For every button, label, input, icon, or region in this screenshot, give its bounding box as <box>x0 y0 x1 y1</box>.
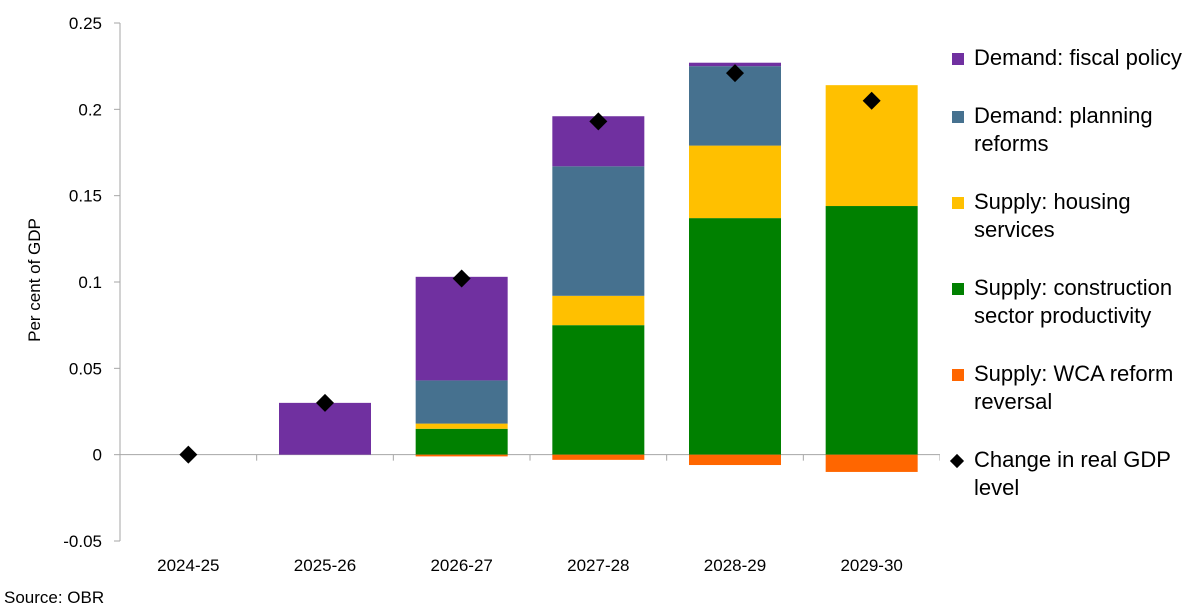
bar-segment <box>415 276 508 381</box>
x-tick-label: 2028-29 <box>704 556 766 575</box>
gdp-change-marker <box>316 393 334 412</box>
legend-diamond-marker-icon <box>949 453 965 469</box>
bar-segment <box>415 428 508 455</box>
x-tick-label: 2026-27 <box>430 556 492 575</box>
y-tick-label: 0.15 <box>69 187 102 206</box>
bar-segment <box>552 295 645 326</box>
gdp-change-marker <box>452 269 471 288</box>
legend-label: Change in real GDP level <box>974 447 1171 500</box>
legend-label: Demand: fiscal policy <box>974 45 1182 70</box>
chart-axes: -0.05 0 0.05 0.1 0.15 0.2 0.25 2024-25 2025-26 20… <box>63 14 940 575</box>
x-tick-label: 2027-28 <box>567 556 629 575</box>
x-tick-label: 2025-26 <box>294 556 356 575</box>
legend-label: Supply: housing services <box>974 189 1131 242</box>
gdp-marker-group <box>179 64 881 464</box>
legend-swatch-fiscal-policy <box>952 53 964 65</box>
legend-label: Demand: planning reforms <box>974 103 1153 156</box>
bar-segment <box>552 454 645 460</box>
legend-item-planning-reforms: Demand: planning reforms <box>948 102 1200 158</box>
bar-segment <box>825 454 918 472</box>
legend-item-fiscal-policy: Demand: fiscal policy <box>948 44 1200 72</box>
legend-swatch-planning-reforms <box>952 111 964 123</box>
bar-segment <box>825 206 918 455</box>
gdp-change-marker <box>589 112 608 131</box>
x-tick-label: 2029-30 <box>840 556 902 575</box>
bar-series-group <box>279 62 918 472</box>
legend-label: Supply: construction sector productivity <box>974 275 1173 328</box>
legend-item-gdp-change: Change in real GDP level <box>948 446 1200 502</box>
bar-segment <box>689 145 781 219</box>
y-tick-label: 0.1 <box>78 273 102 292</box>
legend-swatch-wca-reform <box>952 369 964 381</box>
legend-item-housing-services: Supply: housing services <box>948 188 1200 244</box>
bar-segment <box>415 454 508 457</box>
source-note: Source: OBR <box>4 588 105 607</box>
bar-segment <box>689 454 781 466</box>
chart-legend: Demand: fiscal policy Demand: planning r… <box>948 44 1200 532</box>
legend-item-wca-reform: Supply: WCA reform reversal <box>948 360 1200 416</box>
y-tick-label: 0.05 <box>69 359 102 378</box>
x-tick-label: 2024-25 <box>157 556 219 575</box>
bar-segment <box>415 423 508 429</box>
y-tick-label: 0.25 <box>69 14 102 33</box>
gdp-change-marker <box>862 91 881 110</box>
y-tick-label: 0 <box>93 446 102 465</box>
legend-item-construction-productivity: Supply: construction sector productivity <box>948 274 1200 330</box>
bar-segment <box>415 380 508 424</box>
bar-segment <box>689 218 781 455</box>
y-axis-title: Per cent of GDP <box>25 218 44 342</box>
legend-swatch-construction-productivity <box>952 283 964 295</box>
legend-label: Supply: WCA reform reversal <box>974 361 1174 414</box>
stacked-bar-chart: -0.05 0 0.05 0.1 0.15 0.2 0.25 2024-25 2025-26 20… <box>25 14 940 575</box>
legend-swatch-housing-services <box>952 197 964 209</box>
bar-segment <box>552 325 645 455</box>
y-tick-label: -0.05 <box>63 532 102 551</box>
gdp-change-marker <box>179 445 198 464</box>
bar-segment <box>552 166 645 296</box>
gdp-change-marker <box>726 64 744 83</box>
y-tick-label: 0.2 <box>78 100 102 119</box>
